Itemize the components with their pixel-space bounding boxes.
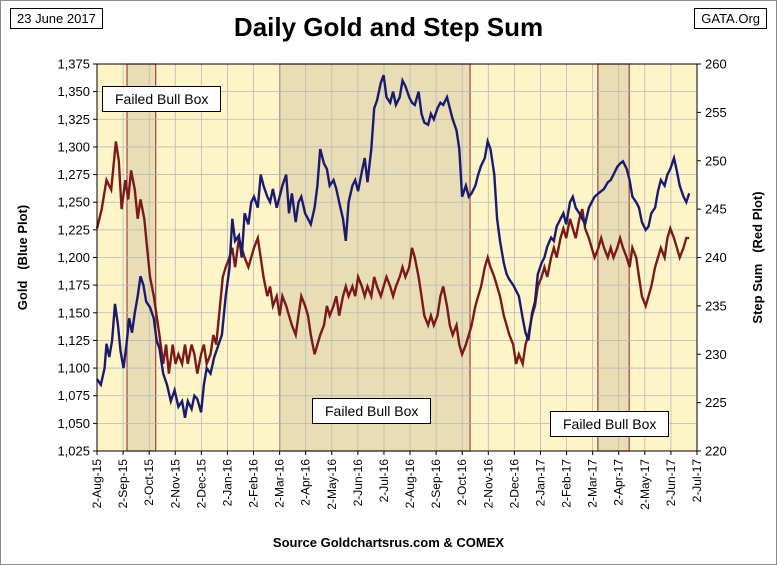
x-tick-label: 2-May-17 [638, 459, 652, 510]
right-tick-label: 240 [705, 250, 727, 265]
date-label: 23 June 2017 [10, 8, 103, 29]
right-tick-label: 260 [705, 57, 727, 72]
brand-label: GATA.Org [694, 8, 767, 29]
x-tick-label: 2-Mar-17 [586, 459, 600, 508]
x-tick-label: 2-Dec-16 [507, 459, 521, 509]
gold-series-line [96, 74, 691, 419]
x-tick-label: 2-Feb-17 [560, 459, 574, 508]
x-tick-label: 2-Jan-16 [220, 459, 234, 507]
x-tick-label: 2-Oct-16 [455, 459, 469, 506]
right-tick-label: 255 [705, 105, 727, 120]
left-tick-label: 1,100 [57, 361, 90, 376]
x-tick-label: 2-Jan-17 [533, 459, 547, 507]
right-tick-label: 230 [705, 347, 727, 362]
x-tick-label: 2-Sep-15 [116, 459, 130, 509]
x-tick-label: 2-Dec-15 [194, 459, 208, 509]
y-axis-left-label: Gold (Blue Plot) [15, 205, 30, 310]
plot-border [96, 63, 698, 452]
x-tick-label: 2-May-16 [325, 459, 339, 510]
left-tick-label: 1,125 [57, 333, 90, 348]
x-tick-label: 2-Apr-16 [299, 459, 313, 506]
x-tick-label: 2-Feb-16 [247, 459, 261, 508]
left-tick-label: 1,025 [57, 444, 90, 459]
y-axis-right-label: Step Sum (Red Plot) [750, 191, 765, 323]
x-tick-label: 2-Aug-15 [90, 459, 104, 509]
x-tick-label: 2-Jul-16 [377, 459, 391, 503]
x-tick-label: 2-Nov-16 [481, 459, 495, 509]
right-tick-label: 235 [705, 298, 727, 313]
left-tick-label: 1,300 [57, 139, 90, 154]
left-tick-label: 1,225 [57, 222, 90, 237]
left-tick-label: 1,050 [57, 416, 90, 431]
annotation-failed-bull-box-1: Failed Bull Box [102, 86, 222, 112]
left-tick-label: 1,350 [57, 84, 90, 99]
left-tick-label: 1,150 [57, 305, 90, 320]
left-tick-label: 1,075 [57, 388, 90, 403]
x-axis-ticks: 2-Aug-15 2-Sep-15 2-Oct-15 2-Nov-15 2-Dec-15… [90, 451, 704, 510]
left-tick-label: 1,375 [57, 57, 90, 72]
left-tick-label: 1,275 [57, 167, 90, 182]
left-axis-ticks: 1,025 1,050 1,075 1,100 1,125 1,150 1,175 1,200… [57, 57, 97, 459]
left-tick-label: 1,325 [57, 112, 90, 127]
x-tick-label: 2-Mar-16 [273, 459, 287, 508]
right-tick-label: 225 [705, 395, 727, 410]
x-tick-label: 2-Apr-17 [612, 459, 626, 506]
left-tick-label: 1,200 [57, 250, 90, 265]
x-tick-label: 2-Jul-17 [690, 459, 704, 503]
annotation-failed-bull-box-2: Failed Bull Box [312, 398, 432, 424]
right-tick-label: 250 [705, 153, 727, 168]
x-tick-label: 2-Jun-16 [351, 459, 365, 507]
right-tick-label: 220 [705, 444, 727, 459]
x-tick-label: 2-Nov-15 [168, 459, 182, 509]
right-axis-ticks: 220 225 230 235 240 245 250 255 260 [697, 57, 727, 459]
x-tick-label: 2-Sep-16 [429, 459, 443, 509]
left-tick-label: 1,175 [57, 278, 90, 293]
right-tick-label: 245 [705, 202, 727, 217]
x-tick-label: 2-Oct-15 [142, 459, 156, 506]
chart-title: Daily Gold and Step Sum [233, 12, 544, 42]
x-tick-label: 2-Aug-16 [403, 459, 417, 509]
annotation-failed-bull-box-3: Failed Bull Box [550, 411, 670, 437]
step-sum-series-line [95, 141, 690, 374]
left-tick-label: 1,250 [57, 195, 90, 210]
source-footer: Source Goldchartsrus.com & COMEX [272, 535, 505, 550]
x-tick-label: 2-Jun-17 [664, 459, 678, 507]
